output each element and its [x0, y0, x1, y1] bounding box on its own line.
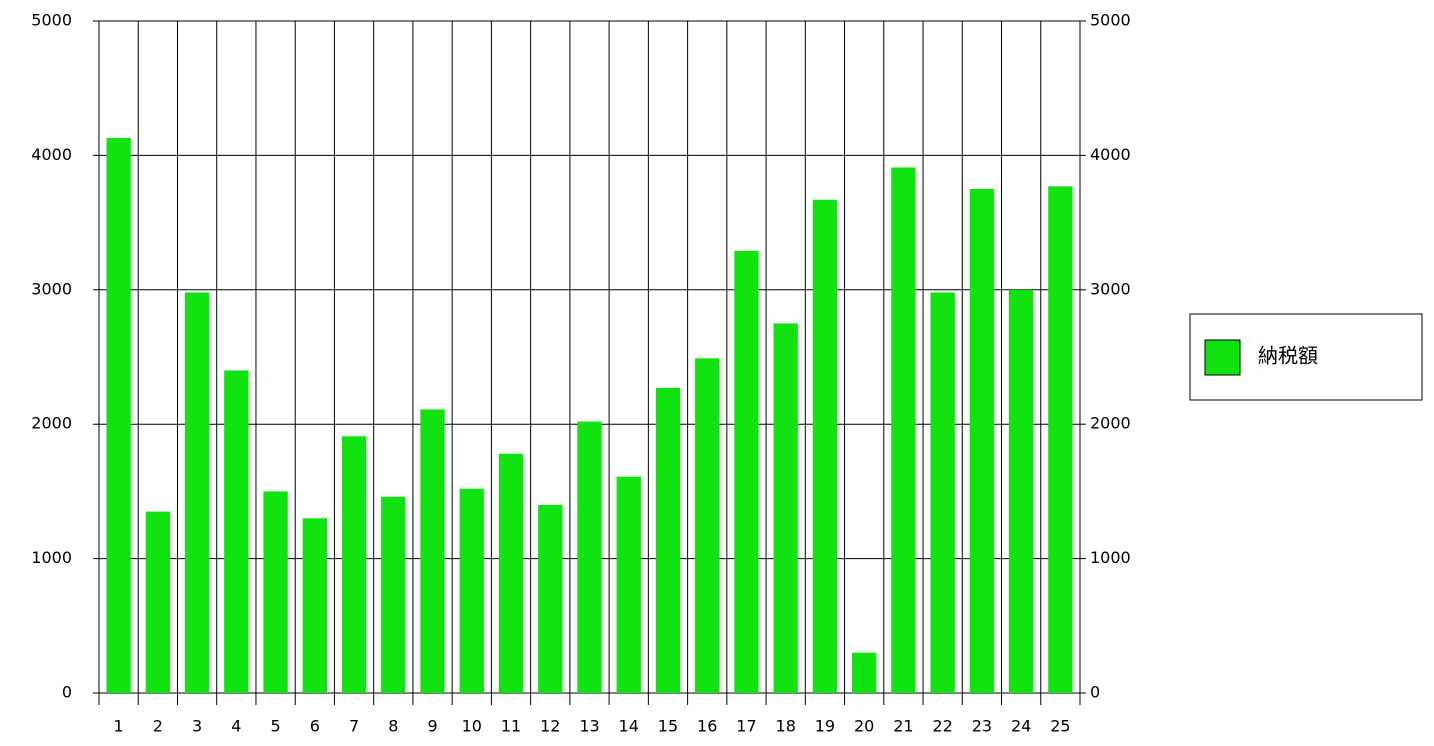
x-tick-label: 2 — [153, 717, 163, 736]
bar — [891, 167, 916, 694]
bar — [184, 292, 210, 693]
x-tick-label: 18 — [776, 717, 796, 736]
y-tick-label: 1000 — [31, 548, 72, 567]
bar — [381, 496, 406, 693]
x-tick-label: 11 — [501, 717, 521, 736]
y-tick-label: 4000 — [31, 145, 72, 164]
x-tick-label: 20 — [854, 717, 874, 736]
bar — [616, 476, 641, 693]
y2-tick-label: 2000 — [1090, 414, 1131, 433]
y2-tick-label: 4000 — [1090, 145, 1131, 164]
x-tick-label: 19 — [815, 717, 835, 736]
x-tick-label: 23 — [972, 717, 992, 736]
bar — [341, 436, 367, 693]
x-tick-label: 7 — [349, 717, 359, 736]
x-tick-label: 1 — [114, 717, 124, 736]
bar — [969, 189, 995, 693]
bar — [106, 137, 131, 694]
x-tick-label: 24 — [1011, 717, 1031, 736]
x-tick-label: 22 — [932, 717, 952, 736]
bar — [577, 421, 602, 693]
bar — [812, 199, 838, 693]
y2-tick-label: 5000 — [1090, 11, 1131, 30]
bar — [930, 292, 955, 693]
x-tick-label: 14 — [619, 717, 639, 736]
x-tick-label: 6 — [310, 717, 320, 736]
bar — [852, 652, 877, 693]
legend-swatch — [1204, 339, 1241, 376]
y2-tick-label: 3000 — [1090, 279, 1131, 298]
y-tick-label: 5000 — [31, 11, 72, 30]
bar — [302, 518, 327, 693]
bar — [263, 491, 288, 693]
x-tick-label: 16 — [697, 717, 717, 736]
legend-label: 納税額 — [1258, 344, 1318, 368]
x-tick-label: 21 — [893, 717, 913, 736]
y-tick-label: 0 — [62, 683, 72, 702]
bar — [459, 488, 484, 693]
bar — [498, 453, 524, 693]
x-tick-label: 15 — [658, 717, 678, 736]
y-tick-label: 3000 — [31, 279, 72, 298]
x-tick-label: 4 — [231, 717, 241, 736]
y2-tick-label: 1000 — [1090, 548, 1131, 567]
x-tick-label: 5 — [270, 717, 280, 736]
bar — [420, 409, 445, 693]
y-tick-label: 2000 — [31, 414, 72, 433]
x-tick-label: 3 — [192, 717, 202, 736]
x-tick-label: 8 — [388, 717, 398, 736]
x-tick-label: 9 — [427, 717, 437, 736]
bar — [538, 504, 563, 693]
x-tick-label: 13 — [579, 717, 599, 736]
bar — [1048, 186, 1073, 693]
bar — [224, 370, 249, 693]
x-tick-label: 12 — [540, 717, 560, 736]
bar — [1008, 289, 1034, 693]
x-tick-label: 25 — [1050, 717, 1070, 736]
x-tick-label: 10 — [462, 717, 482, 736]
bar — [655, 387, 681, 693]
bar — [734, 250, 759, 693]
bar — [145, 511, 171, 693]
bar — [773, 323, 798, 693]
y2-tick-label: 0 — [1090, 683, 1100, 702]
bar — [695, 358, 720, 693]
x-tick-label: 17 — [736, 717, 756, 736]
